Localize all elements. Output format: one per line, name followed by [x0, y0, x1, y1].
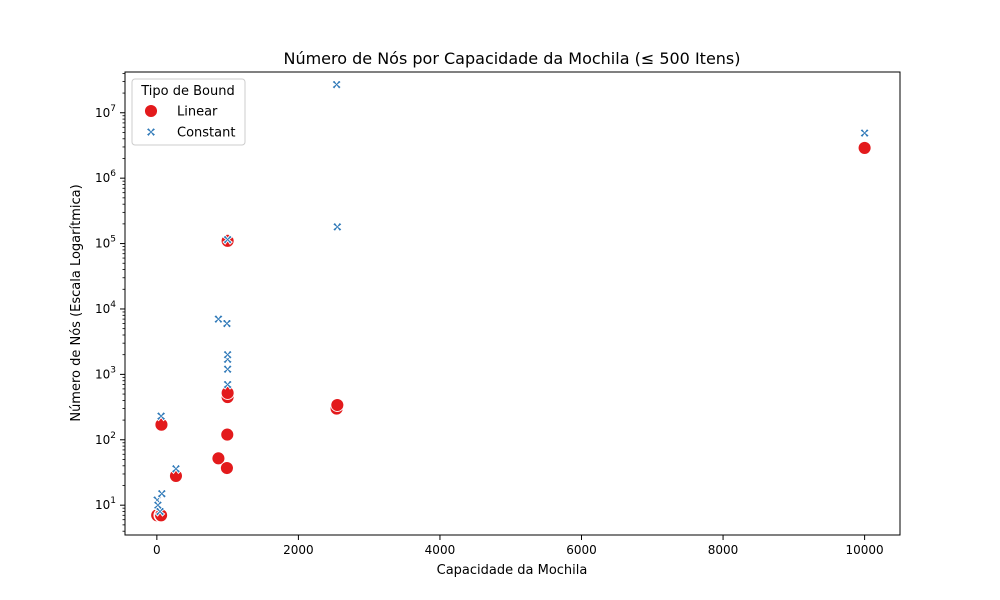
y-tick-label: 102 [95, 431, 116, 447]
y-tick-exponent: 5 [110, 235, 116, 245]
data-point-constant [221, 318, 233, 329]
legend-label-constant: Constant [177, 126, 235, 141]
data-point-linear [330, 398, 345, 412]
y-tick-base: 10 [95, 498, 110, 512]
legend-marker-linear [144, 104, 158, 118]
y-tick-label: 103 [95, 365, 116, 381]
x-tick-label: 8000 [708, 543, 739, 557]
data-point-linear [220, 385, 235, 400]
y-tick-label: 101 [95, 496, 116, 512]
data-point-constant [155, 410, 167, 422]
x-tick-label: 0 [153, 543, 161, 557]
y-tick-exponent: 4 [110, 300, 116, 310]
data-point-constant [222, 379, 233, 390]
legend-items: Linear Constant [144, 104, 235, 141]
y-tick-base: 10 [95, 171, 110, 185]
y-tick-label: 104 [95, 300, 116, 316]
x-tick-label: 2000 [283, 543, 314, 557]
x-tick-label: 6000 [566, 543, 597, 557]
y-tick-label: 107 [95, 104, 116, 120]
legend: Tipo de Bound Linear Constant [131, 78, 246, 146]
y-tick-label: 105 [95, 235, 116, 251]
data-point-constant [859, 127, 870, 139]
y-tick-base: 10 [95, 302, 110, 316]
y-tick-base: 10 [95, 367, 110, 381]
data-point-constant [156, 488, 168, 499]
y-tick-label: 106 [95, 169, 116, 185]
legend-box [131, 78, 246, 146]
y-axis-label: Número de Nós (Escala Logarítmica) [69, 184, 84, 421]
data-point-constant [222, 349, 233, 360]
data-points [150, 79, 872, 523]
data-point-linear [857, 140, 872, 155]
y-tick-base: 10 [95, 106, 110, 120]
data-point-linear [220, 427, 235, 442]
x-tick-label: 10000 [846, 543, 884, 557]
data-point-constant [170, 463, 182, 475]
data-point-constant [222, 363, 233, 375]
data-point-constant [331, 79, 342, 90]
y-tick-exponent: 3 [110, 365, 116, 375]
data-point-linear [219, 461, 234, 475]
legend-label-linear: Linear [177, 105, 218, 120]
data-point-constant [332, 221, 343, 233]
y-tick-exponent: 7 [110, 104, 116, 114]
plot-area-frame [124, 71, 901, 536]
x-axis-label: Capacidade da Mochila [437, 563, 588, 578]
legend-title: Tipo de Bound [140, 84, 234, 99]
legend-marker-constant [145, 126, 157, 138]
y-tick-base: 10 [95, 237, 110, 251]
y-tick-exponent: 1 [110, 496, 116, 506]
data-point-constant [222, 234, 233, 245]
x-tick-label: 4000 [425, 543, 456, 557]
data-point-linear [154, 417, 169, 432]
data-point-constant [154, 506, 166, 517]
data-point-linear [211, 451, 226, 466]
y-tick-base: 10 [95, 433, 110, 447]
series-constant [151, 79, 870, 517]
x-axis: 0 2000 4000 6000 8000 10000 [153, 535, 884, 557]
chart-title: Número de Nós por Capacidade da Mochila … [283, 49, 740, 68]
y-tick-exponent: 6 [110, 169, 116, 179]
y-tick-exponent: 2 [110, 431, 116, 441]
